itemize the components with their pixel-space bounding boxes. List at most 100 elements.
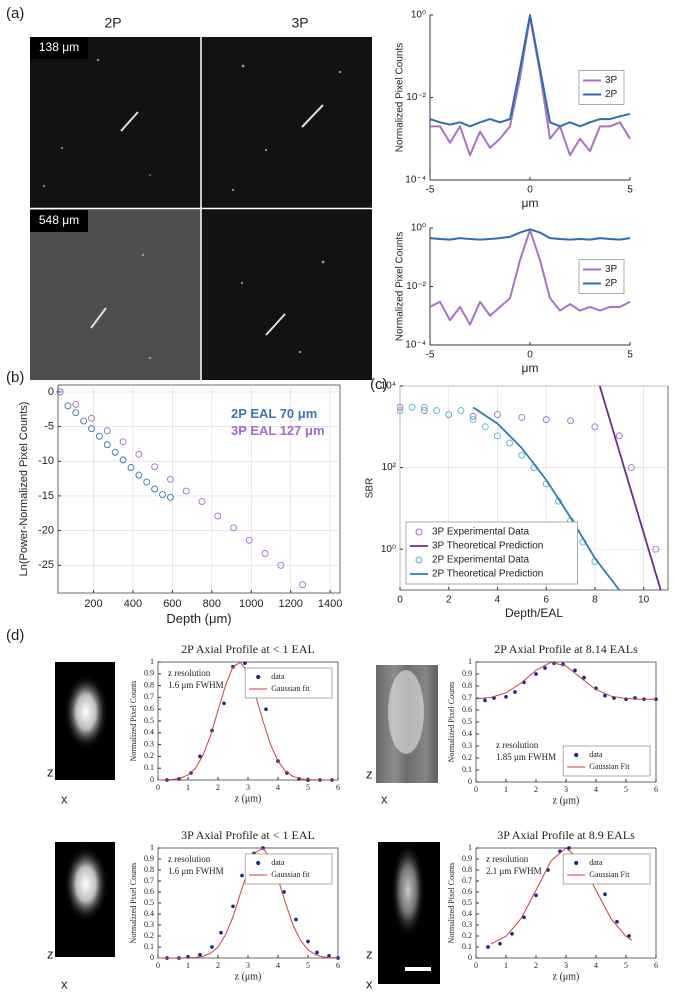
x-tick-label: 2 (216, 961, 220, 970)
y-tick-label: 10⁰ (411, 10, 426, 21)
image-grid (30, 37, 372, 380)
y-tick-label: 0.4 (462, 909, 472, 918)
y-tick-label: 0.9 (144, 669, 154, 678)
x-tick-label: 0 (474, 961, 478, 970)
y-tick-label: -25 (38, 559, 54, 571)
data-point (80, 417, 88, 425)
y-tick-label: 0 (468, 953, 472, 962)
data-point (230, 524, 237, 532)
y-tick-label: 0.5 (144, 898, 154, 907)
data-point (72, 409, 80, 417)
legend-box (578, 259, 625, 294)
data-point (567, 846, 571, 850)
data-point (573, 668, 577, 673)
x-axis-label: z (μm) (235, 971, 262, 982)
data-point (135, 471, 143, 479)
data-point (243, 661, 247, 666)
x-tick-label: 1000 (239, 598, 263, 610)
y-tick-label: 1 (150, 657, 154, 666)
data-point (504, 694, 508, 699)
legend-box (244, 667, 333, 699)
x-tick-label: 6 (543, 595, 549, 606)
legend-label: 2P EAL 70 μm (231, 406, 317, 421)
chart: 0 1 2 3 4 5 6 0 0.1 0.2 0.3 0.4 0.5 0.6 0.7 0.8 0.9 1 3P A… (447, 828, 658, 983)
data-point (408, 403, 416, 411)
data-point (420, 403, 428, 411)
data-point (143, 478, 151, 486)
data-point (534, 672, 538, 676)
legend-label: Gaussian fit (271, 870, 310, 879)
legend-swatch (415, 556, 423, 564)
data-point (231, 904, 235, 909)
y-tick-label: 0.6 (462, 887, 472, 896)
x-axis-label: z (μm) (553, 971, 580, 982)
legend-label: 3P Theoretical Prediction (432, 541, 543, 552)
y-tick-label: 0.5 (462, 717, 472, 726)
data-point (222, 701, 226, 706)
y-tick-label: 0.9 (144, 854, 154, 863)
chart: 0 1 2 3 4 5 6 0 0.1 0.2 0.3 0.4 0.5 0.6 0.7 0.8 0.9 1 3P A… (129, 828, 340, 983)
y-tick-label: -20 (38, 525, 54, 537)
plot-area (486, 846, 633, 949)
y-tick-label: 0.6 (462, 705, 472, 714)
axis-letter: x (366, 976, 373, 991)
legend-label: data (271, 858, 285, 867)
x-axis-label: Depth/EAL (505, 606, 563, 620)
x-tick-label: 3 (564, 785, 568, 794)
data-point (166, 493, 174, 501)
data-point (433, 407, 440, 415)
series-line (429, 228, 631, 241)
data-point (198, 754, 202, 759)
data-point (469, 412, 477, 420)
legend-swatch (574, 860, 579, 866)
data-point (627, 934, 631, 938)
y-tick-label: 0.7 (144, 692, 154, 701)
series-line (472, 406, 620, 591)
data-point (483, 698, 487, 703)
data-point (506, 439, 514, 447)
legend-swatch (574, 752, 579, 758)
chart: 0 2 4 6 8 10 10⁰ 10² 10⁴ Depth/EAL SBR 3P Experimen… (365, 381, 669, 620)
x-tick-label: -5 (426, 185, 435, 196)
y-tick-label: 1 (150, 843, 154, 852)
data-point (513, 690, 517, 694)
y-tick-label: 0 (150, 953, 154, 962)
y-axis-label: Normalized Pixel Counts (129, 681, 138, 762)
chart-title: 2P Axial Profile at 8.14 EALs (494, 642, 638, 656)
annotation: z resolution (486, 854, 529, 864)
data-point (261, 550, 269, 557)
data-point (420, 407, 428, 415)
y-tick-label: 0.2 (144, 931, 154, 940)
data-point (282, 890, 286, 894)
plot-area (56, 388, 306, 589)
data-point (299, 581, 306, 589)
panel-label: (a) (6, 5, 24, 22)
x-axis-label: Depth (μm) (166, 611, 231, 626)
y-tick-label: 10⁰ (411, 223, 426, 234)
chart: -5 0 5 10⁻⁴ 10⁻² 10⁰ μm Normalized Pixel Counts… (395, 223, 634, 376)
legend-label: 3P (605, 264, 618, 275)
x-tick-label: 0 (474, 785, 478, 794)
x-tick-label: 6 (654, 785, 658, 794)
x-tick-label: 0 (527, 185, 533, 196)
y-axis-label: Normalized Pixel Counts (447, 682, 456, 763)
data-point (582, 675, 586, 680)
legend-label: 2P Experimental Data (432, 555, 530, 566)
data-point (603, 892, 607, 897)
x-tick-label: 0 (527, 350, 533, 361)
x-tick-label: 3 (246, 783, 250, 792)
y-tick-label: -10 (38, 455, 54, 467)
y-tick-label: 0.3 (462, 741, 472, 750)
legend-label: 3P Experimental Data (432, 527, 530, 538)
x-tick-label: -5 (426, 350, 435, 361)
y-axis-label: Ln(Power-Normalized Pixel Counts) (18, 402, 30, 577)
data-point (652, 545, 660, 553)
data-point (151, 463, 159, 471)
x-tick-label: 2 (534, 961, 538, 970)
data-point (567, 417, 574, 425)
x-tick-label: 5 (306, 961, 310, 970)
x-tick-label: 0 (156, 783, 160, 792)
y-tick-label: 0.4 (144, 909, 154, 918)
axis-letter: z (47, 946, 54, 961)
data-point (198, 498, 206, 505)
